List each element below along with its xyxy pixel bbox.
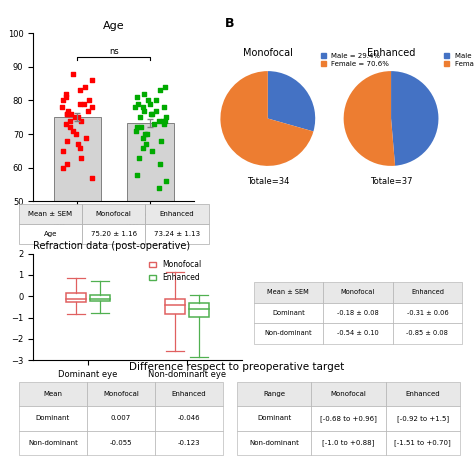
- Point: [77, 117, 84, 125]
- Point: [152, 107, 159, 114]
- Point: [156, 161, 164, 168]
- Point: [76, 144, 84, 151]
- Legend: Monofocal, Enhanced: Monofocal, Enhanced: [146, 257, 205, 285]
- Point: [155, 117, 163, 125]
- Point: [82, 134, 90, 141]
- Point: [159, 117, 167, 125]
- Point: [139, 103, 146, 111]
- Point: [135, 154, 143, 162]
- Bar: [165, 299, 185, 314]
- Point: [62, 93, 70, 101]
- Point: [137, 114, 144, 121]
- Point: [63, 161, 70, 168]
- Point: [63, 110, 71, 118]
- Point: [81, 83, 89, 91]
- Point: [133, 171, 140, 178]
- Point: [146, 100, 154, 108]
- Point: [141, 130, 148, 138]
- Bar: [127, 123, 174, 370]
- Point: [148, 110, 155, 118]
- Point: [63, 110, 71, 118]
- Point: [77, 154, 84, 162]
- Point: [160, 103, 167, 111]
- Point: [62, 120, 69, 128]
- Point: [137, 124, 145, 131]
- Point: [139, 134, 147, 141]
- Point: [76, 87, 84, 94]
- Point: [58, 103, 65, 111]
- Point: [59, 97, 67, 104]
- Point: [69, 127, 77, 135]
- Point: [153, 97, 160, 104]
- Point: [156, 87, 164, 94]
- Point: [59, 164, 67, 172]
- Wedge shape: [268, 71, 315, 131]
- Text: Totale=37: Totale=37: [370, 177, 412, 185]
- Point: [69, 70, 77, 77]
- Title: Enhanced: Enhanced: [367, 48, 415, 58]
- Bar: [54, 117, 100, 370]
- Point: [142, 140, 150, 148]
- Bar: [189, 303, 209, 317]
- Point: [134, 93, 141, 101]
- Point: [71, 114, 79, 121]
- Point: [85, 97, 93, 104]
- Point: [67, 117, 74, 125]
- Text: B: B: [225, 17, 235, 29]
- Point: [150, 120, 157, 128]
- Point: [140, 90, 148, 98]
- Point: [67, 110, 74, 118]
- Point: [84, 107, 91, 114]
- Point: [88, 174, 95, 182]
- Point: [135, 100, 142, 108]
- Point: [74, 140, 82, 148]
- Wedge shape: [344, 71, 395, 166]
- Point: [132, 103, 139, 111]
- Point: [143, 130, 151, 138]
- Point: [139, 144, 147, 151]
- Point: [162, 177, 170, 185]
- Wedge shape: [220, 71, 313, 166]
- Text: Refraction data (post-operative): Refraction data (post-operative): [33, 241, 190, 251]
- Text: ns: ns: [109, 47, 118, 56]
- Legend: Male = 48.65%, Female = 51.35%: Male = 48.65%, Female = 51.35%: [444, 53, 474, 67]
- Point: [88, 76, 95, 84]
- Point: [157, 137, 165, 145]
- Point: [162, 114, 169, 121]
- Title: Age: Age: [103, 21, 125, 31]
- Bar: [90, 295, 109, 301]
- Point: [132, 127, 139, 135]
- Point: [62, 90, 70, 98]
- Title: Monofocal: Monofocal: [243, 48, 293, 58]
- Legend: Male = 29.4%, Female = 70.6%: Male = 29.4%, Female = 70.6%: [321, 53, 389, 67]
- Point: [67, 124, 74, 131]
- Point: [160, 120, 168, 128]
- Point: [147, 110, 155, 118]
- Bar: [66, 293, 86, 302]
- Point: [162, 83, 169, 91]
- Point: [145, 97, 152, 104]
- Point: [64, 137, 71, 145]
- Point: [155, 184, 163, 192]
- Text: Totale=34: Totale=34: [246, 177, 289, 185]
- Point: [77, 100, 84, 108]
- Point: [59, 147, 66, 155]
- Point: [74, 114, 82, 121]
- Point: [80, 100, 88, 108]
- Point: [140, 107, 148, 114]
- Point: [161, 117, 168, 125]
- Point: [89, 103, 96, 111]
- Text: Difference respect to preoperative target: Difference respect to preoperative targe…: [129, 362, 345, 372]
- Point: [64, 107, 72, 114]
- Point: [148, 147, 155, 155]
- Point: [133, 124, 141, 131]
- Wedge shape: [391, 71, 438, 166]
- Point: [72, 130, 80, 138]
